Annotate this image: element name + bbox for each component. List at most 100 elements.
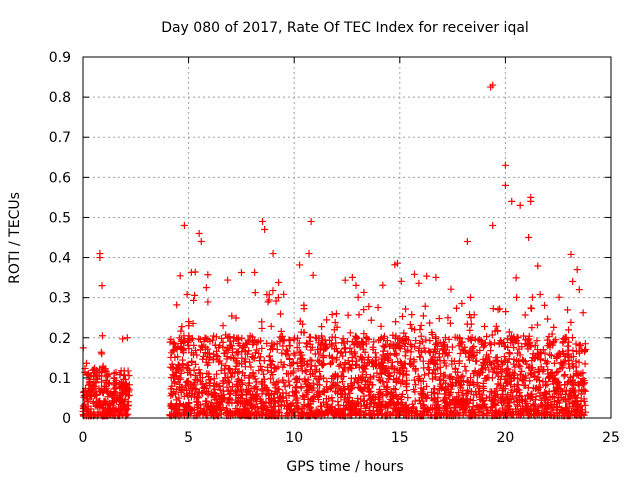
data-point	[257, 353, 265, 361]
data-point	[250, 384, 258, 392]
data-point	[279, 342, 287, 350]
data-point	[200, 338, 208, 346]
data-point	[300, 301, 308, 309]
data-point	[537, 363, 545, 371]
data-point	[537, 356, 545, 364]
data-point	[204, 271, 212, 279]
data-point	[435, 409, 443, 417]
data-point	[328, 394, 336, 402]
data-point	[370, 338, 378, 346]
data-point	[466, 381, 474, 389]
data-point	[202, 388, 210, 396]
data-point	[257, 378, 265, 386]
data-point	[345, 386, 353, 394]
data-point	[205, 406, 213, 414]
data-point	[185, 405, 193, 413]
data-point	[206, 353, 214, 361]
data-point	[311, 362, 319, 370]
data-point	[239, 369, 247, 377]
data-point	[314, 388, 322, 396]
data-point	[264, 367, 272, 375]
data-point	[413, 407, 421, 415]
data-point	[386, 372, 394, 380]
data-point	[442, 386, 450, 394]
data-point	[323, 403, 331, 411]
data-point	[419, 357, 427, 365]
data-point	[417, 321, 425, 329]
data-point	[455, 342, 463, 350]
data-point	[175, 380, 183, 388]
data-point	[473, 357, 481, 365]
data-point	[271, 381, 279, 389]
data-point	[256, 395, 264, 403]
data-point	[94, 398, 102, 406]
data-point	[280, 290, 288, 298]
data-point	[211, 405, 219, 413]
data-point	[307, 346, 315, 354]
data-point	[458, 406, 466, 414]
data-point	[554, 368, 562, 376]
data-point	[328, 342, 336, 350]
data-point	[377, 389, 385, 397]
data-point	[341, 393, 349, 401]
data-point	[424, 405, 432, 413]
data-point	[219, 343, 227, 351]
data-point	[253, 385, 261, 393]
data-point	[340, 373, 348, 381]
data-point	[254, 338, 262, 346]
data-point	[234, 340, 242, 348]
data-point	[392, 391, 400, 399]
data-point	[344, 311, 352, 319]
data-point	[272, 297, 280, 305]
data-point	[210, 379, 218, 387]
data-point	[561, 371, 569, 379]
data-point	[440, 390, 448, 398]
data-point	[408, 311, 416, 319]
data-point	[338, 378, 346, 386]
data-point	[431, 348, 439, 356]
data-point	[392, 401, 400, 409]
data-point	[460, 346, 468, 354]
data-point	[481, 323, 489, 331]
data-point	[319, 336, 327, 344]
data-point	[371, 349, 379, 357]
data-point	[332, 356, 340, 364]
data-point	[174, 353, 182, 361]
data-point	[85, 381, 93, 389]
data-point	[398, 399, 406, 407]
data-point	[217, 334, 225, 342]
data-point	[110, 374, 118, 382]
data-point	[389, 409, 397, 417]
data-point	[469, 370, 477, 378]
data-point	[360, 288, 368, 296]
data-point	[378, 370, 386, 378]
y-tick-label: 0.1	[49, 371, 71, 387]
data-point	[314, 356, 322, 364]
points-layer	[79, 81, 590, 420]
data-point	[341, 276, 349, 284]
data-point	[434, 394, 442, 402]
data-point	[458, 300, 466, 308]
data-point	[291, 351, 299, 359]
data-point	[204, 345, 212, 353]
data-point	[539, 378, 547, 386]
data-point	[258, 344, 266, 352]
data-point	[302, 339, 310, 347]
data-point	[513, 411, 521, 419]
data-point	[547, 351, 555, 359]
data-point	[506, 409, 514, 417]
data-point	[388, 388, 396, 396]
data-point	[326, 385, 334, 393]
data-point	[406, 321, 414, 329]
data-point	[536, 368, 544, 376]
data-point	[334, 347, 342, 355]
data-point	[382, 388, 390, 396]
data-point	[212, 404, 220, 412]
data-point	[490, 396, 498, 404]
data-point	[121, 375, 129, 383]
data-point	[242, 339, 250, 347]
data-point	[190, 351, 198, 359]
data-point	[386, 342, 394, 350]
data-point	[184, 392, 192, 400]
